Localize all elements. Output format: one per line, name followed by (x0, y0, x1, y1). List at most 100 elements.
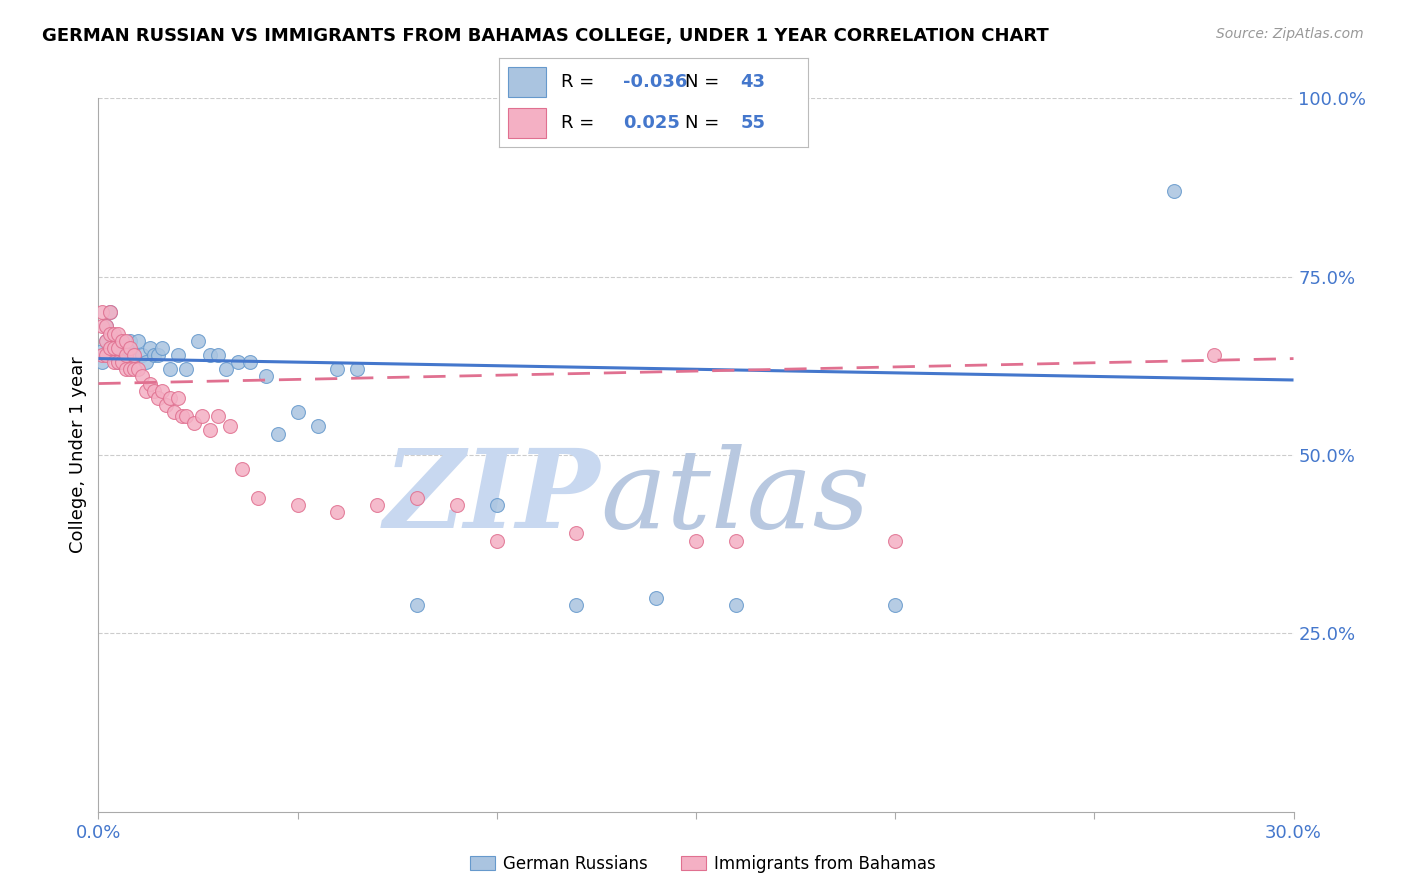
Point (485, 498, 508, 512)
Point (246, 491, 269, 505)
Point (120, 334, 142, 348)
Point (645, 591, 668, 605)
Point (215, 362, 238, 376)
Point (174, 409, 197, 423)
Point (565, 526, 588, 541)
Point (120, 362, 142, 376)
Point (107, 334, 129, 348)
Point (685, 533, 707, 548)
Point (150, 384, 173, 398)
Point (100, 305, 122, 319)
Point (167, 348, 190, 362)
Point (139, 341, 162, 355)
Point (207, 348, 229, 362)
Point (148, 348, 170, 362)
Point (103, 355, 125, 369)
Point (406, 598, 429, 612)
Point (120, 341, 142, 355)
Point (124, 348, 146, 362)
Point (884, 598, 907, 612)
Point (406, 491, 429, 505)
Point (1202, 348, 1225, 362)
Point (267, 426, 290, 441)
Text: R =: R = (561, 114, 595, 132)
Point (135, 355, 157, 369)
Point (131, 369, 153, 384)
Text: Source: ZipAtlas.com: Source: ZipAtlas.com (1216, 27, 1364, 41)
Point (91, 348, 114, 362)
Point (96, 319, 118, 334)
Point (139, 376, 162, 391)
FancyBboxPatch shape (509, 67, 546, 97)
Point (155, 398, 177, 412)
Point (366, 498, 388, 512)
Point (174, 362, 197, 376)
Legend: German Russians, Immigrants from Bahamas: German Russians, Immigrants from Bahamas (463, 848, 943, 880)
Point (91, 305, 114, 319)
Point (187, 334, 209, 348)
Text: atlas: atlas (600, 444, 870, 551)
Point (115, 334, 138, 348)
Point (1163, 184, 1185, 198)
Point (143, 384, 166, 398)
Point (167, 391, 190, 405)
Point (107, 355, 129, 369)
FancyBboxPatch shape (509, 108, 546, 138)
Text: 55: 55 (741, 114, 765, 132)
Text: N =: N = (685, 73, 718, 91)
Point (96, 319, 118, 334)
Point (103, 348, 125, 362)
Point (724, 598, 747, 612)
Point (287, 498, 309, 512)
Point (103, 341, 125, 355)
Text: ZIP: ZIP (384, 444, 600, 551)
Point (96, 348, 118, 362)
Point (326, 505, 349, 519)
Y-axis label: College, Under 1 year: College, Under 1 year (69, 357, 87, 553)
Text: N =: N = (685, 114, 718, 132)
Point (884, 533, 907, 548)
Point (172, 409, 194, 423)
Point (107, 326, 129, 341)
Point (231, 462, 253, 476)
Point (346, 362, 368, 376)
Point (565, 598, 588, 612)
Point (143, 348, 166, 362)
Point (100, 341, 122, 355)
Point (148, 391, 170, 405)
Point (207, 409, 229, 423)
Point (307, 419, 329, 434)
Point (115, 348, 138, 362)
Point (198, 423, 221, 437)
Point (100, 305, 122, 319)
Point (159, 391, 181, 405)
Text: R =: R = (561, 73, 595, 91)
Point (124, 348, 146, 362)
Point (226, 355, 249, 369)
Text: -0.036: -0.036 (623, 73, 688, 91)
Point (107, 355, 129, 369)
Point (326, 362, 349, 376)
Point (191, 409, 214, 423)
Point (111, 355, 134, 369)
Point (91, 319, 114, 334)
Point (100, 341, 122, 355)
Point (111, 348, 134, 362)
Point (127, 362, 149, 376)
Point (91, 344, 114, 359)
Point (124, 362, 146, 376)
Point (287, 405, 309, 419)
Point (183, 416, 205, 430)
Point (96, 334, 118, 348)
Point (150, 341, 173, 355)
Point (103, 326, 125, 341)
Point (111, 334, 134, 348)
Point (100, 326, 122, 341)
Point (127, 334, 149, 348)
Point (254, 369, 277, 384)
Point (485, 533, 508, 548)
Point (107, 341, 129, 355)
Point (115, 362, 138, 376)
Point (135, 384, 157, 398)
Point (239, 355, 262, 369)
